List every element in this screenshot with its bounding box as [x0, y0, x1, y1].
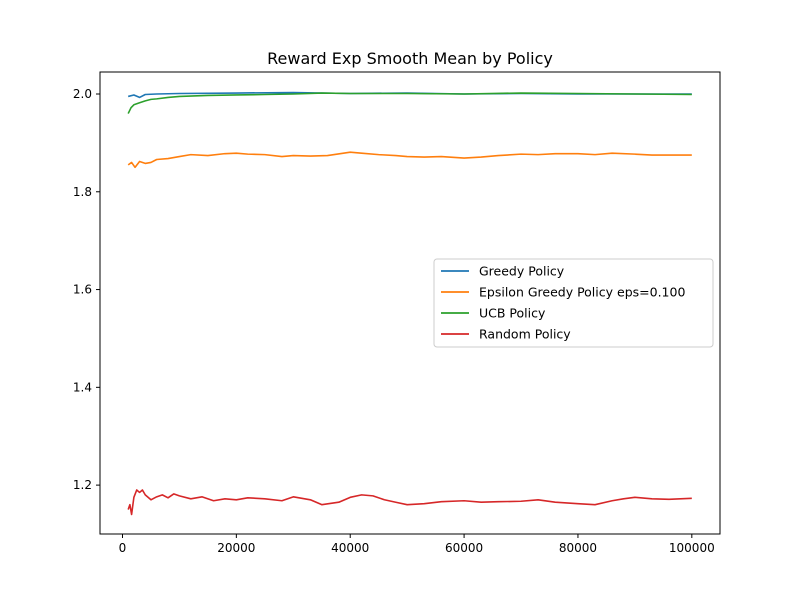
legend: Greedy Policy Epsilon Greedy Policy eps=0…	[433, 258, 714, 348]
legend-box	[433, 258, 714, 348]
x-tick-label: 60000	[445, 541, 483, 555]
y-axis: 1.2 1.4 1.6 1.8 2.0	[73, 87, 100, 492]
x-tick-label: 40000	[331, 541, 369, 555]
plot-frame	[99, 71, 721, 535]
y-tick-label: 1.6	[73, 283, 92, 297]
legend-label-3: Random Policy	[479, 327, 571, 342]
legend-label-1: Epsilon Greedy Policy eps=0.100	[479, 285, 685, 300]
y-tick-label: 1.4	[73, 380, 92, 394]
x-tick-label: 0	[119, 541, 127, 555]
x-tick-label: 100000	[669, 541, 715, 555]
chart-title: Reward Exp Smooth Mean by Policy	[267, 49, 553, 68]
legend-label-0: Greedy Policy	[479, 264, 565, 279]
plot-area	[127, 91, 692, 516]
series-line-3	[127, 489, 692, 516]
x-axis: 0 20000 40000 60000 80000 100000	[119, 534, 715, 555]
y-tick-label: 1.8	[73, 185, 92, 199]
y-tick-label: 2.0	[73, 87, 92, 101]
y-tick-label: 1.2	[73, 478, 92, 492]
series-line-2	[127, 92, 692, 114]
x-tick-label: 20000	[217, 541, 255, 555]
series-line-1	[127, 151, 692, 169]
x-tick-label: 80000	[559, 541, 597, 555]
legend-label-2: UCB Policy	[479, 306, 546, 321]
